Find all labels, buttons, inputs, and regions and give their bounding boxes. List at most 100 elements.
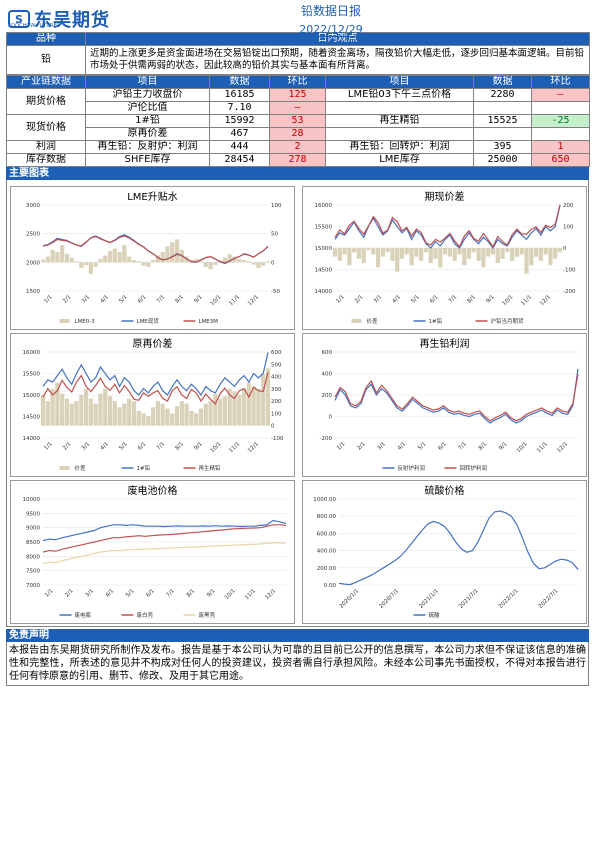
legend-label: 价差 (75, 464, 87, 472)
area-bar (237, 395, 242, 426)
x-tick-label: 7/1 (458, 441, 469, 452)
legend-label: 反射炉利润 (398, 464, 426, 472)
area-bar (447, 248, 453, 257)
y-tick-label: 14500 (23, 415, 41, 421)
area-bar (428, 248, 433, 264)
area-bar (222, 257, 228, 263)
area-bar (395, 248, 400, 272)
area-bar (342, 248, 347, 255)
legend-label: 废黑壳 (199, 611, 216, 619)
y2-tick-label: 200 (271, 399, 282, 405)
chain-change: 125 (269, 88, 326, 102)
area-bar (524, 248, 529, 274)
area-bar (146, 415, 151, 426)
area-bar (103, 255, 108, 263)
area-bar (375, 248, 381, 268)
area-bar (490, 248, 496, 255)
area-bar (74, 261, 79, 263)
chain-header-cell: 环比 (269, 75, 326, 89)
chain-change: — (269, 101, 326, 115)
chart-svg: 1500 2000 2500 3000 -50 0 50 100 1/1 2/1 3/1 4/1 5/1… (26, 203, 282, 325)
chart-svg: 7000 7500 8000 8500 9000 9500 10000 1/1 2/1 3/1 4/… (23, 497, 287, 619)
company-name: 东吴期货 (34, 10, 110, 31)
area-bar (385, 248, 390, 253)
area-bar (141, 413, 146, 426)
x-tick-label: 2022/7/1 (538, 588, 560, 610)
y2-tick-label: 600 (271, 350, 282, 356)
y2-tick-label: 0 (271, 260, 275, 266)
x-tick-label: 5/1 (410, 294, 421, 305)
area-bar (371, 248, 376, 255)
y-tick-label: 400.00 (317, 549, 337, 555)
x-tick-label: 2/1 (64, 588, 75, 599)
x-tick-label: 10/1 (210, 441, 223, 454)
area-bar (548, 248, 553, 266)
area-bar (122, 245, 127, 263)
chain-item: 1#铅 (85, 114, 210, 128)
x-tick-label: 1/1 (335, 294, 346, 305)
area-bar (69, 257, 74, 263)
area-bar (265, 261, 271, 263)
x-tick-label: 4/1 (105, 588, 116, 599)
area-bar (88, 398, 93, 426)
y-tick-label: 2500 (26, 232, 40, 238)
y2-tick-label: 100 (271, 411, 282, 417)
y-tick-label: 0 (329, 415, 333, 421)
chain-item: 再生铅：回转炉：利润 (325, 140, 474, 154)
area-bar (160, 252, 165, 263)
x-tick-label: 4/1 (100, 294, 111, 305)
area-bar (131, 401, 137, 426)
series-line (42, 372, 269, 406)
area-bar (222, 396, 228, 426)
legend-label: LME0-3 (75, 319, 96, 325)
x-tick-label: 6/1 (137, 294, 148, 305)
x-tick-label: 1/1 (43, 441, 54, 452)
area-bar (50, 388, 55, 426)
x-tick-label: 9/1 (193, 294, 204, 305)
area-bar (83, 388, 89, 426)
view-text: 近期的上涨更多是资金面进场在交易铅锭出口预期，随着资金离场，隔夜铅价大幅走低，逐… (85, 45, 590, 75)
y-tick-label: 10000 (23, 497, 41, 503)
chain-header-cell: 环比 (531, 75, 590, 89)
area-bar (198, 408, 204, 426)
series-line (42, 524, 287, 553)
area-bar (117, 407, 122, 426)
y2-tick-label: -100 (271, 436, 284, 442)
chain-item: 再生精铅 (325, 114, 474, 128)
x-tick-label: 8/1 (478, 441, 489, 452)
area-bar (50, 249, 55, 263)
x-tick-label: 11/1 (244, 588, 257, 601)
y-tick-label: 15500 (23, 372, 41, 378)
series-line (334, 204, 561, 248)
area-bar (251, 262, 256, 265)
x-tick-label: 8/1 (186, 588, 197, 599)
area-bar (208, 262, 213, 270)
disclaimer-text: 本报告由东吴期货研究所制作及发布。报告是基于本公司认为可靠的且目前已公开的信息撰… (6, 642, 589, 686)
y-tick-label: 15000 (315, 246, 333, 252)
chain-row: 利润 再生铅：反射炉：利润 444 2 再生铅：回转炉：利润 395 1 (6, 140, 590, 154)
chain-item: 再生铅：反射炉：利润 (85, 140, 210, 154)
chain-item (325, 127, 474, 141)
area-bar (265, 368, 271, 426)
area-bar (495, 248, 500, 264)
area-bar (40, 259, 46, 263)
chain-value: 2280 (473, 88, 532, 102)
legend-label: 废电瓶 (75, 611, 92, 619)
x-tick-label: 9/1 (193, 441, 204, 452)
y2-tick-label: -200 (563, 289, 576, 295)
chain-change: 1 (531, 140, 590, 154)
area-bar (246, 261, 251, 263)
chart-panel: 废电池价格 7000 7500 8000 8500 9000 9500 10000 1/1 2/1… (10, 480, 295, 624)
x-tick-label: 2/1 (62, 294, 73, 305)
area-bar (146, 262, 151, 267)
area-bar (510, 248, 515, 261)
legend-label: 1#铅 (137, 464, 151, 472)
chain-group-label: 现货价格 (6, 114, 86, 141)
area-bar (332, 248, 338, 257)
area-bar (174, 239, 180, 263)
x-tick-label: 4/1 (392, 294, 403, 305)
area-bar (208, 401, 213, 426)
area-bar (237, 258, 242, 263)
y2-tick-label: -100 (563, 268, 576, 274)
x-tick-label: 12/1 (247, 441, 260, 454)
